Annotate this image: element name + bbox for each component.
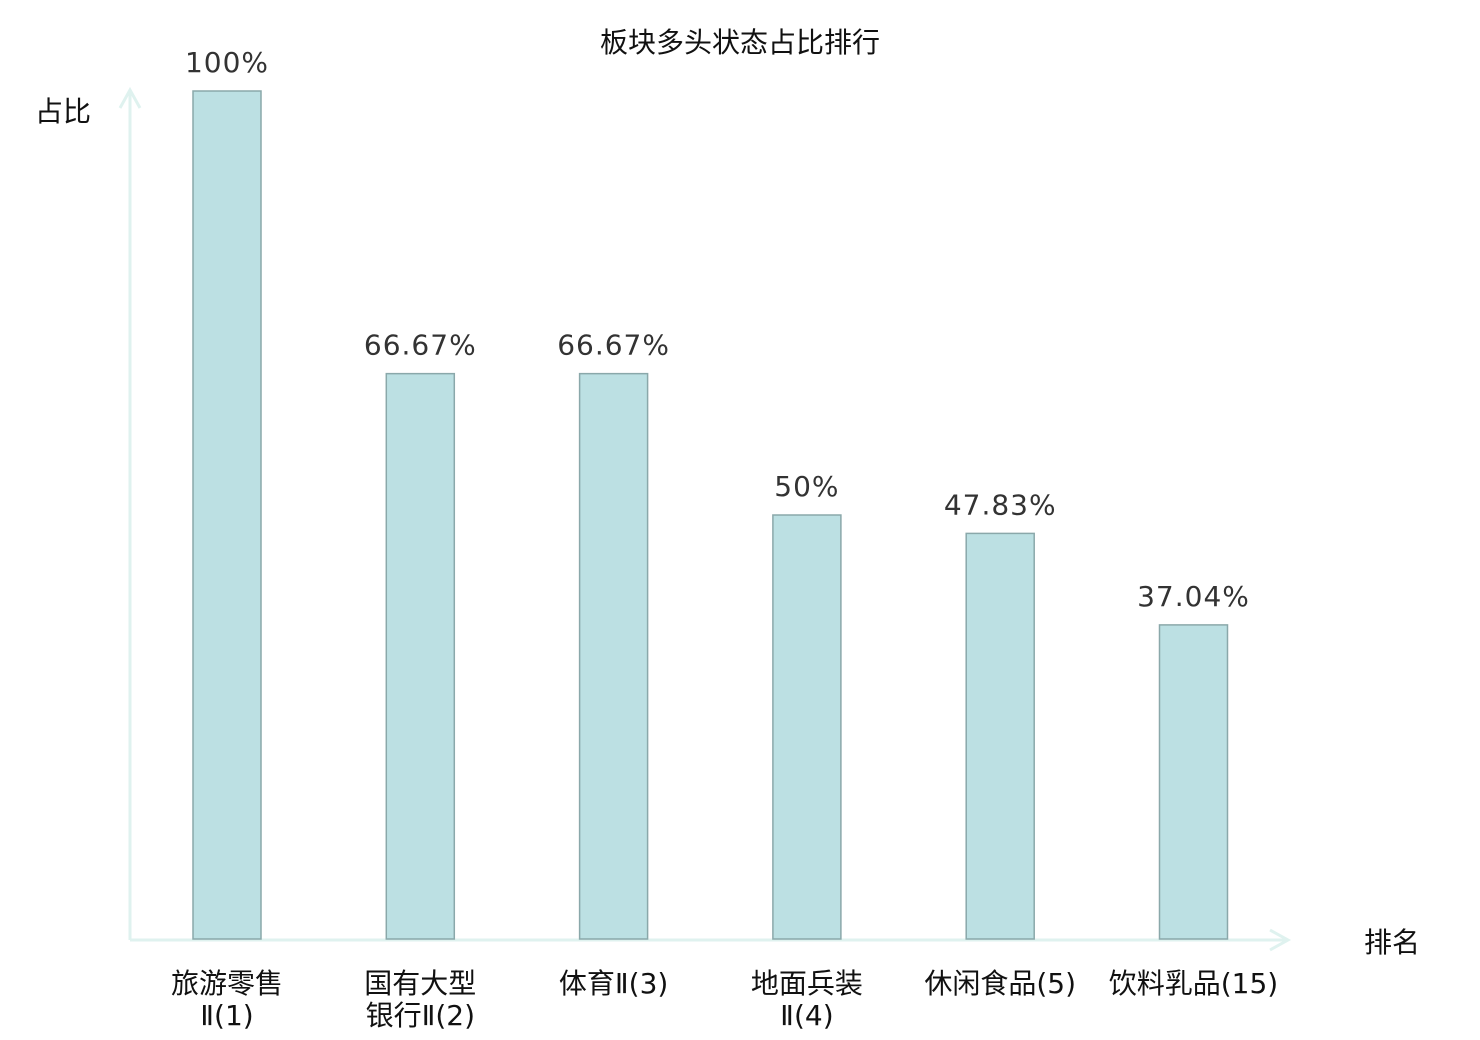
bar xyxy=(192,90,262,940)
x-tick-label-line: Ⅱ(1) xyxy=(200,999,253,1032)
x-tick-label-line: 旅游零售 xyxy=(171,967,283,1000)
x-tick-label: 饮料乳品(15) xyxy=(1109,967,1278,1000)
data-label: 66.67% xyxy=(557,329,670,362)
x-tick-label-line: 体育Ⅱ(3) xyxy=(559,967,668,1000)
x-tick-label-line: 国有大型 xyxy=(364,967,476,1000)
bar xyxy=(385,372,456,940)
data-label: 100% xyxy=(185,46,269,79)
bar xyxy=(1158,624,1229,940)
data-label: 50% xyxy=(774,470,839,503)
x-tick-label: 体育Ⅱ(3) xyxy=(559,967,668,1000)
x-axis-arrow-icon xyxy=(1269,928,1292,952)
chart-title: 板块多头状态占比排行 xyxy=(600,26,880,59)
x-tick-label: 国有大型银行Ⅱ(2) xyxy=(364,967,476,1032)
data-label: 66.67% xyxy=(364,329,477,362)
x-tick-label-line: Ⅱ(4) xyxy=(780,999,833,1032)
y-axis-label: 占比 xyxy=(35,95,91,128)
x-axis-label: 排名 xyxy=(1364,926,1420,959)
x-tick-label: 休闲食品(5) xyxy=(924,967,1076,1000)
y-axis-arrow-icon xyxy=(118,86,142,109)
data-label: 47.83% xyxy=(944,488,1057,521)
data-label: 37.04% xyxy=(1137,580,1250,613)
bar xyxy=(965,532,1035,940)
x-tick-label-line: 地面兵装 xyxy=(751,967,863,1000)
x-tick-label: 地面兵装 Ⅱ(4) xyxy=(751,967,863,1032)
bar xyxy=(772,514,842,940)
x-tick-label: 旅游零售 Ⅱ(1) xyxy=(171,967,283,1032)
x-tick-label-line: 银行Ⅱ(2) xyxy=(366,999,475,1032)
bar xyxy=(578,372,649,940)
x-tick-label-line: 休闲食品(5) xyxy=(924,967,1076,1000)
x-tick-label-line: 饮料乳品(15) xyxy=(1109,967,1278,1000)
